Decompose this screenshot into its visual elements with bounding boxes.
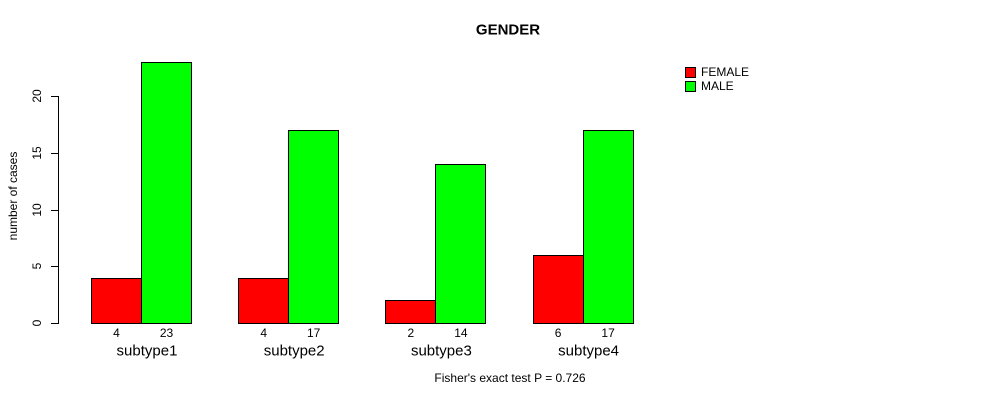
chart-title: GENDER xyxy=(475,21,541,39)
bar-value-label: 4 xyxy=(113,326,120,340)
legend-swatch-male-icon xyxy=(685,80,696,92)
legend-item-female: FEMALE xyxy=(685,65,749,79)
y-tick-label: 5 xyxy=(30,262,44,270)
bar-male-subtype3 xyxy=(435,164,487,324)
y-axis-tick xyxy=(51,96,58,97)
category-label-subtype4: subtype4 xyxy=(558,342,620,360)
bar-female-subtype3 xyxy=(385,300,437,324)
bar-female-subtype1 xyxy=(91,277,142,324)
category-label-subtype1: subtype1 xyxy=(116,342,178,360)
fisher-test-annotation: Fisher's exact test P = 0.726 xyxy=(434,371,586,385)
legend-label-female: FEMALE xyxy=(701,65,750,79)
y-axis-tick xyxy=(51,152,58,154)
y-axis-tick xyxy=(51,266,58,268)
legend-swatch-female-icon xyxy=(685,66,696,78)
bar-male-subtype1 xyxy=(141,61,192,324)
bar-value-label: 17 xyxy=(307,326,321,340)
bar-value-label: 4 xyxy=(260,326,268,340)
legend-item-male: MALE xyxy=(685,79,749,93)
legend: FEMALE MALE xyxy=(685,65,749,93)
bar-value-label: 6 xyxy=(554,326,562,340)
y-tick-label: 10 xyxy=(30,202,44,217)
y-axis-tick xyxy=(51,209,58,211)
bar-male-subtype2 xyxy=(288,130,340,324)
bar-female-subtype4 xyxy=(532,254,584,324)
y-tick-label: 15 xyxy=(30,146,44,160)
y-axis-line xyxy=(58,96,59,324)
bar-value-label: 2 xyxy=(407,326,415,340)
y-tick-label: 0 xyxy=(30,319,44,327)
y-axis-label: number of cases xyxy=(6,151,20,241)
y-axis-tick xyxy=(51,323,58,324)
bar-value-label: 14 xyxy=(454,326,468,340)
bar-value-label: 17 xyxy=(601,326,615,340)
category-label-subtype2: subtype2 xyxy=(263,342,325,360)
bar-female-subtype2 xyxy=(238,277,290,324)
bar-male-subtype4 xyxy=(582,130,634,324)
category-label-subtype3: subtype3 xyxy=(410,342,472,360)
y-tick-label: 20 xyxy=(30,89,44,103)
bar-value-label: 23 xyxy=(159,326,174,340)
legend-label-male: MALE xyxy=(701,79,734,93)
